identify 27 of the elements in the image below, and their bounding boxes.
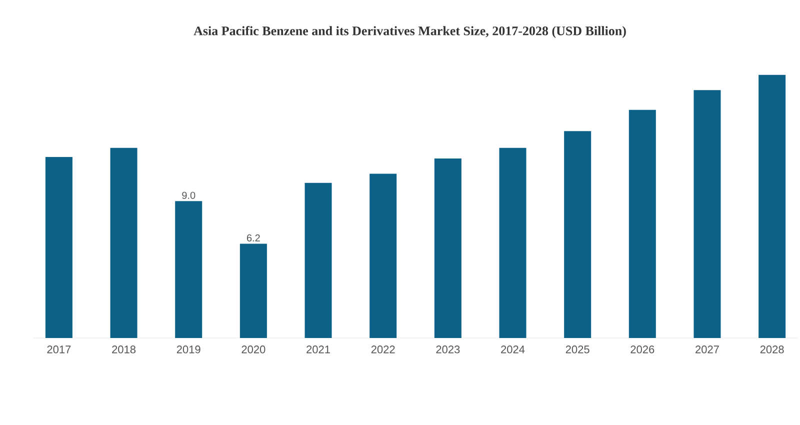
x-tick-label: 2026 <box>630 346 654 354</box>
data-label: 9.0 <box>182 192 196 199</box>
x-tick-label: 2024 <box>501 346 525 354</box>
bar <box>110 148 138 338</box>
x-tick-label: 2028 <box>760 346 784 354</box>
bar <box>499 148 526 338</box>
bar <box>45 157 72 338</box>
bar <box>434 158 462 338</box>
x-tick-label: 2023 <box>436 346 460 354</box>
bar <box>694 90 721 338</box>
bar <box>370 174 397 338</box>
x-tick-label: 2027 <box>696 346 719 354</box>
x-tick-label: 2017 <box>47 346 71 354</box>
x-tick-label: 2025 <box>566 346 590 354</box>
data-label: 6.2 <box>246 234 260 242</box>
bar <box>175 201 202 338</box>
x-tick-label: 2021 <box>306 346 330 354</box>
x-tick-label: 2020 <box>242 346 266 354</box>
bar <box>564 131 592 338</box>
x-tick-label: 2022 <box>371 346 395 354</box>
bar <box>628 110 656 338</box>
bar <box>240 244 267 338</box>
bar <box>758 74 786 338</box>
chart-title: Asia Pacific Benzene and its Derivatives Market Size, 2017-2028 (USD Billion) <box>194 26 626 38</box>
bar <box>304 182 332 338</box>
x-tick-label: 2019 <box>176 346 200 354</box>
x-tick-label: 2018 <box>112 346 136 354</box>
